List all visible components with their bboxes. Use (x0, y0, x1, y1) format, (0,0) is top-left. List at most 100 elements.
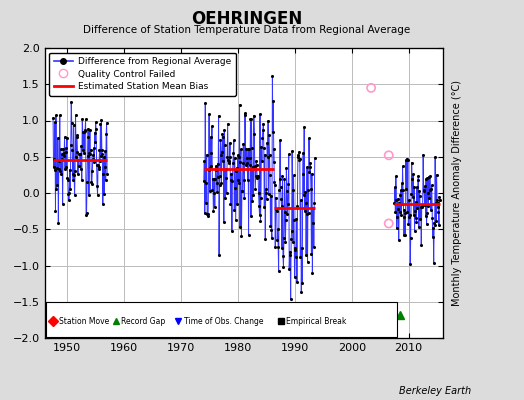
Point (298, 280, 307, 286)
Point (419, 152, 428, 158)
Point (433, 200, 442, 206)
Point (424, 190, 432, 196)
Point (423, 210, 431, 216)
Point (205, 111, 213, 117)
Point (289, 239, 297, 245)
Point (294, 154, 302, 160)
Point (254, 174, 263, 180)
Text: Station Move: Station Move (59, 317, 109, 326)
Point (274, 226, 282, 233)
Point (90, 145, 98, 152)
Point (51, 119, 59, 126)
Point (391, 173, 400, 180)
Point (256, 217, 265, 224)
Point (211, 176, 220, 182)
Point (406, 261, 414, 268)
Point (95, 147, 104, 154)
Point (280, 176, 289, 182)
Point (292, 216, 301, 222)
Point (425, 173, 434, 180)
Point (409, 171, 417, 178)
Point (279, 253, 287, 259)
Point (301, 200, 310, 206)
Point (263, 139, 271, 146)
Point (434, 204, 442, 210)
Point (52, 112, 60, 118)
Point (392, 197, 400, 204)
Point (283, 211, 291, 217)
Point (412, 218, 421, 225)
Point (228, 178, 237, 184)
Point (294, 149, 303, 155)
Point (431, 222, 439, 228)
Point (243, 160, 252, 166)
Point (209, 176, 217, 182)
Point (289, 172, 298, 179)
Point (200, 178, 208, 184)
Point (79, 147, 88, 153)
Point (215, 182, 224, 189)
Point (397, 212, 406, 218)
Point (259, 120, 268, 127)
Point (210, 176, 219, 182)
Point (423, 175, 432, 181)
Point (245, 146, 253, 153)
Point (282, 188, 291, 194)
Point (303, 164, 311, 170)
Point (212, 167, 221, 173)
Point (271, 194, 280, 201)
Point (215, 252, 223, 258)
Point (300, 208, 309, 214)
Point (232, 168, 241, 174)
Point (224, 157, 232, 164)
Point (430, 260, 438, 266)
Point (422, 220, 431, 227)
Point (217, 152, 225, 158)
Point (303, 259, 312, 265)
Point (229, 150, 237, 156)
Point (242, 162, 250, 168)
Point (239, 140, 247, 147)
Point (53, 164, 61, 171)
Point (255, 212, 264, 218)
Point (427, 185, 435, 192)
Point (233, 201, 242, 208)
Point (74, 171, 82, 178)
Point (238, 188, 247, 194)
Point (277, 196, 285, 202)
Point (399, 207, 408, 213)
Point (209, 208, 217, 214)
Point (96, 121, 105, 128)
Point (395, 237, 403, 244)
Point (265, 191, 273, 197)
Point (89, 152, 97, 158)
Text: Record Gap: Record Gap (122, 317, 166, 326)
Point (81, 128, 89, 134)
Point (81, 116, 90, 122)
Point (54, 220, 62, 226)
Point (227, 177, 236, 183)
Point (230, 137, 238, 144)
Point (268, 73, 277, 80)
Point (406, 212, 414, 218)
Point (100, 154, 108, 160)
Point (308, 270, 316, 276)
Point (77, 165, 85, 172)
Point (404, 221, 412, 227)
Point (240, 195, 248, 202)
Point (299, 150, 308, 156)
Point (50, 167, 59, 174)
Point (92, 161, 101, 168)
Bar (46, 302, 397, 337)
Point (56, 112, 64, 119)
Point (395, 200, 403, 207)
Point (52, 186, 61, 192)
Point (247, 116, 256, 122)
Point (58, 156, 66, 162)
Point (257, 144, 266, 150)
Point (264, 118, 272, 124)
Point (207, 163, 215, 170)
Point (235, 180, 243, 186)
Point (417, 241, 425, 248)
Point (243, 155, 251, 162)
